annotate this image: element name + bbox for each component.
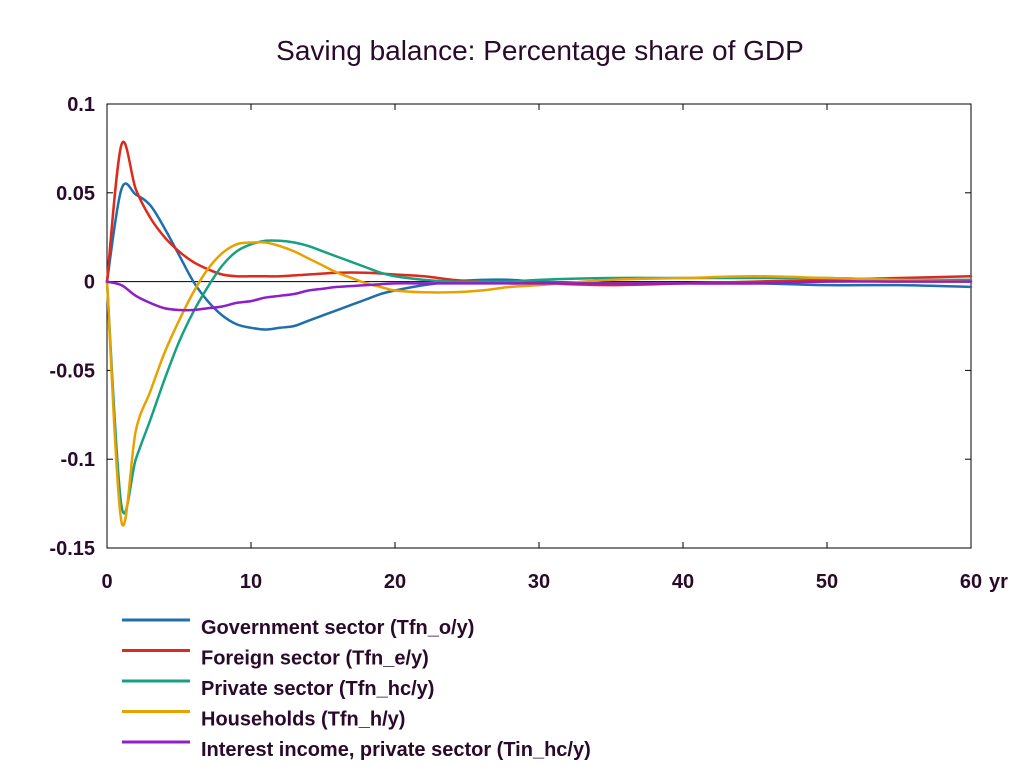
x-tick-label: 50 [816,571,838,593]
series-line-5 [105,280,973,312]
x-unit-label: yr [989,571,1008,593]
y-tick-label: 0 [84,272,95,294]
x-tick-label: 40 [672,571,694,593]
legend: Government sector (Tfn_o/y) Foreign secto… [122,617,591,761]
y-tick-label: -0.1 [61,449,95,471]
series-line-1 [105,182,973,331]
series-lines [105,140,973,527]
legend-label: Private sector (Tfn_hc/y) [201,678,434,700]
chart-title: Saving balance: Percentage share of GDP [276,35,804,66]
legend-label: Interest income, private sector (Tin_hc/… [201,739,591,761]
legend-label: Foreign sector (Tfn_e/y) [201,648,429,670]
series-line-4 [105,240,973,527]
series-line-3 [105,239,973,515]
legend-label: Government sector (Tfn_o/y) [201,617,474,639]
x-tick-label: 10 [240,571,262,593]
y-tick-label: 0.1 [67,94,95,116]
plot-frame [106,103,972,549]
legend-label: Households (Tfn_h/y) [201,709,405,731]
series-line-2 [105,140,973,287]
y-tick-label: -0.15 [49,538,95,560]
y-tick-label: -0.05 [49,360,95,382]
axis-ticks: 0.1 0.05 0 -0.05 -0.1 -0.15 0 10 20 30 40 50 60 yr [49,94,1008,593]
x-tick-label: 0 [101,571,112,593]
y-tick-label: 0.05 [56,183,95,205]
x-tick-label: 30 [528,571,550,593]
x-tick-label: 20 [384,571,406,593]
x-tick-label: 60 [960,571,982,593]
